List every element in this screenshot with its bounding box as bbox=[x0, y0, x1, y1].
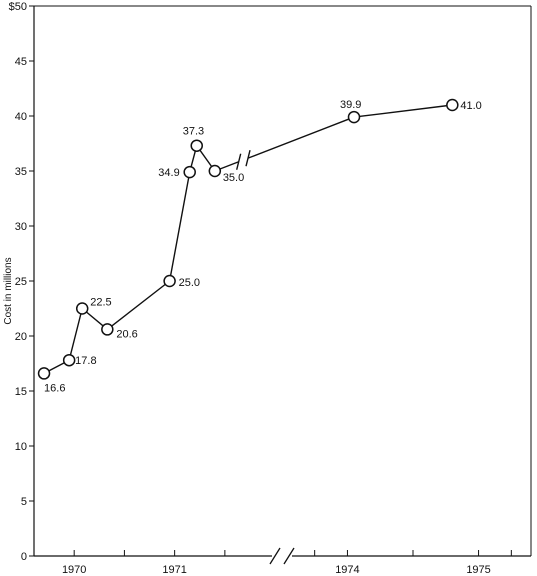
data-point bbox=[62, 353, 76, 367]
x-tick-label: 1971 bbox=[162, 564, 186, 576]
data-label: 25.0 bbox=[179, 277, 200, 289]
x-axis-break-mark bbox=[269, 547, 281, 565]
chart-data-labels: 16.6 17.8 22.5 20.6 25.0 34.9 37.3 35.0 39.9 41.0 bbox=[44, 99, 482, 394]
chart-axes: 0 5 10 15 20 25 30 35 40 45 $50 1970 1971 1974 1975 bbox=[9, 1, 532, 576]
bridge-line-right bbox=[247, 118, 350, 159]
x-tick-label: 1975 bbox=[466, 564, 490, 576]
y-tick-label: 35 bbox=[15, 166, 27, 178]
data-label: 34.9 bbox=[158, 167, 179, 179]
y-tick-label: 25 bbox=[15, 276, 27, 288]
data-point bbox=[347, 110, 361, 124]
data-point bbox=[208, 164, 222, 178]
bridge-break-mark bbox=[236, 153, 242, 170]
bridge-break-mark bbox=[245, 149, 251, 167]
data-label: 22.5 bbox=[90, 297, 111, 309]
bridge-line-left bbox=[219, 161, 239, 170]
y-tick-label: 45 bbox=[15, 56, 27, 68]
data-point bbox=[190, 139, 203, 152]
x-tick-label: 1970 bbox=[62, 564, 86, 576]
data-label: 20.6 bbox=[116, 328, 137, 340]
data-point bbox=[101, 323, 114, 336]
data-label: 37.3 bbox=[183, 126, 204, 138]
chart-data-points bbox=[37, 98, 459, 380]
y-tick-label: 5 bbox=[21, 496, 27, 508]
y-tick-label: 40 bbox=[15, 111, 27, 123]
data-point bbox=[183, 165, 196, 179]
y-tick-label: 15 bbox=[15, 386, 27, 398]
data-point bbox=[75, 302, 89, 315]
data-label: 41.0 bbox=[460, 100, 481, 112]
data-label: 35.0 bbox=[223, 172, 244, 184]
x-axis-break-mark bbox=[283, 547, 295, 565]
y-tick-label: 30 bbox=[15, 221, 27, 233]
x-tick-label: 1974 bbox=[335, 564, 359, 576]
data-label: 16.6 bbox=[44, 382, 65, 394]
data-point bbox=[37, 367, 51, 380]
series-line-1974-1975 bbox=[353, 104, 453, 118]
data-label: 17.8 bbox=[75, 355, 96, 367]
y-tick-label: 20 bbox=[15, 331, 27, 343]
data-point bbox=[446, 98, 459, 112]
y-axis-title: Cost in millions bbox=[3, 257, 14, 324]
data-point bbox=[163, 274, 176, 288]
y-tick-label: $50 bbox=[9, 1, 27, 13]
y-tick-label: 0 bbox=[21, 551, 27, 563]
y-tick-label: 10 bbox=[15, 441, 27, 453]
data-label: 39.9 bbox=[340, 99, 361, 111]
